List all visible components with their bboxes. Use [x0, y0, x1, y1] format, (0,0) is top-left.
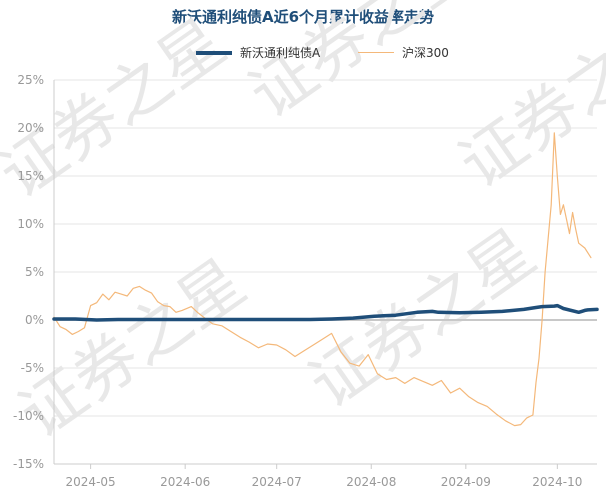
watermark-text-2: 证券之星 — [7, 246, 259, 453]
y-axis: 25% 20% 15% 10% 5% 0% -5% -10% -15% — [13, 73, 44, 471]
y-tick-label: 10% — [17, 217, 44, 231]
y-tick-label: -10% — [13, 409, 44, 423]
y-tick-label: -5% — [21, 361, 44, 375]
series-line-fund — [52, 303, 599, 322]
x-tick-label: 2024-08 — [346, 475, 396, 489]
x-tick-label: 2024-06 — [160, 475, 210, 489]
y-tick-label: 15% — [17, 169, 44, 183]
x-tick-label: 2024-09 — [441, 475, 491, 489]
x-axis: 2024-05 2024-06 2024-07 2024-08 2024-09 2024-… — [54, 463, 597, 489]
x-tick-label: 2024-05 — [66, 475, 116, 489]
legend-swatch-fund — [196, 50, 232, 55]
watermark-text-1: 证券之星 — [237, 0, 489, 133]
x-tick-label: 2024-10 — [532, 475, 582, 489]
legend-label-index: 沪深300 — [402, 46, 449, 60]
series-line-index — [53, 132, 592, 427]
series-layer — [52, 132, 599, 427]
y-tick-label: 5% — [25, 265, 44, 279]
y-tick-label: 25% — [17, 73, 44, 87]
watermark-text-4: 证券之星 — [447, 0, 606, 203]
legend-label-fund: 新沃通利纯债A — [240, 46, 321, 60]
y-tick-label: -15% — [13, 457, 44, 471]
legend-item-fund[interactable]: 新沃通利纯债A — [196, 44, 320, 61]
x-tick-label: 2024-07 — [252, 475, 302, 489]
legend: 新沃通利纯债A 沪深300 — [0, 44, 606, 62]
legend-swatch-index — [358, 52, 394, 53]
legend-item-index[interactable]: 沪深300 — [358, 44, 449, 61]
y-tick-label: 0% — [25, 313, 44, 327]
chart-title: 新沃通利纯债A近6个月累计收益率走势 — [171, 8, 435, 26]
y-tick-label: 20% — [17, 121, 44, 135]
